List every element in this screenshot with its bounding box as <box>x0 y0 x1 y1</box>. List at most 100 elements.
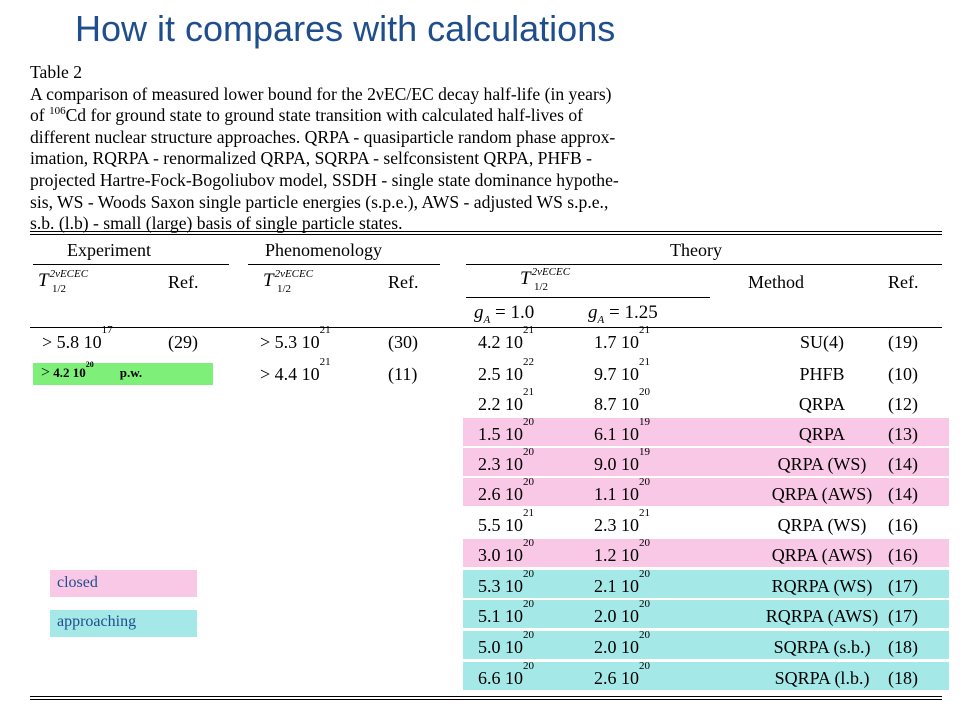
caption-text: of <box>30 105 50 126</box>
header-ga-2: gA = 1.25 <box>588 302 658 326</box>
value-exponent: 21 <box>523 507 534 519</box>
pw-exponent: 20 <box>85 359 94 369</box>
row-highlight-approaching <box>463 600 949 628</box>
row-highlight-closed <box>463 478 949 506</box>
caption-line: imation, RQRPA - renormalized QRPA, SQRP… <box>30 148 592 169</box>
phenomenology-ref: (11) <box>388 364 418 384</box>
t-subscript: 1/2 <box>277 283 292 295</box>
table-bottom-rule <box>30 696 942 697</box>
value-mantissa: (18) <box>888 668 918 688</box>
value-exponent: 19 <box>639 446 650 458</box>
theory-value-ga2: 2.0 1020 <box>594 629 650 658</box>
table-top-rule <box>30 231 942 232</box>
value-mantissa: QRPA (AWS) <box>771 545 873 565</box>
theory-ref: (18) <box>888 668 918 689</box>
theory-value-ga1: 5.0 1020 <box>478 629 534 658</box>
ga-symbol: g <box>474 302 484 323</box>
value-exponent: 20 <box>639 660 650 672</box>
header-half-life-theory: T2νECEC 1/2 <box>520 266 570 293</box>
theory-ref: (14) <box>888 484 918 505</box>
caption-line: s.b. (l.b) - small (large) basis of sing… <box>30 213 403 234</box>
value-exponent: 20 <box>523 598 534 610</box>
theory-value-ga2: 9.0 1019 <box>594 446 650 475</box>
value-exponent: 21 <box>319 324 331 336</box>
theory-ref: (13) <box>888 424 918 445</box>
legend-label-approaching: approaching <box>57 613 137 630</box>
row-highlight-approaching <box>463 631 949 659</box>
value-mantissa: (10) <box>888 364 918 384</box>
value-exponent: 20 <box>523 537 534 549</box>
value-mantissa: (16) <box>888 545 918 565</box>
caption-line: projected Hartre-Fock-Bogoliubov model, … <box>30 169 619 190</box>
header-ga-1: gA = 1.0 <box>474 302 534 326</box>
value-mantissa: (14) <box>888 484 918 504</box>
value-mantissa: (16) <box>888 515 918 535</box>
slide-title: How it compares with calculations <box>75 8 616 49</box>
theory-method: QRPA <box>799 424 845 445</box>
experiment-value: > 5.8 1017 <box>42 324 113 353</box>
value-exponent: 19 <box>639 416 650 428</box>
ga-subscript: A <box>597 313 605 326</box>
ga-value: = 1.25 <box>604 302 658 323</box>
value-exponent: 22 <box>523 356 534 368</box>
value-mantissa: (19) <box>888 332 918 352</box>
table-caption: Table 2 A comparison of measured lower b… <box>30 62 860 235</box>
theory-value-ga1: 1.5 1020 <box>478 416 534 445</box>
value-mantissa: (14) <box>888 454 918 474</box>
value-mantissa: RQRPA (WS) <box>771 576 873 596</box>
value-mantissa: SQRPA (s.b.) <box>773 637 871 657</box>
theory-ref: (14) <box>888 454 918 475</box>
theory-ref: (18) <box>888 637 918 658</box>
theory-ref: (17) <box>888 606 918 627</box>
theory-value-ga1: 5.1 1020 <box>478 598 534 627</box>
value-exponent: 20 <box>639 598 650 610</box>
legend-swatch-closed <box>50 570 197 597</box>
greater-than: > <box>41 364 51 381</box>
theory-value-ga1: 2.3 1020 <box>478 446 534 475</box>
theory-method: SQRPA (s.b.) <box>774 637 871 658</box>
value-mantissa: 1.5 10 <box>478 424 523 444</box>
header-half-life-phenomenology: T2νECEC 1/2 <box>263 268 313 295</box>
ga-subscript: A <box>483 313 491 326</box>
t-superscript: 2νECEC <box>49 268 89 280</box>
value-mantissa: 1.7 10 <box>594 332 639 352</box>
t-symbol: T <box>263 270 274 291</box>
value-mantissa: 5.3 10 <box>478 576 523 596</box>
theory-ref: (17) <box>888 576 918 597</box>
theory-ref: (19) <box>888 332 918 353</box>
theory-ref: (12) <box>888 394 918 415</box>
value-mantissa: 9.7 10 <box>594 364 639 384</box>
value-mantissa: 9.0 10 <box>594 454 639 474</box>
header-theory: Theory <box>670 240 722 260</box>
t-symbol: T <box>520 268 531 289</box>
row-highlight-approaching <box>463 662 949 690</box>
value-exponent: 20 <box>523 446 534 458</box>
value-mantissa: 5.0 10 <box>478 637 523 657</box>
value-mantissa: 2.6 10 <box>594 668 639 688</box>
theory-method: QRPA <box>799 394 845 415</box>
theory-value-ga1: 2.5 1022 <box>478 356 534 385</box>
theory-value-ga1: 4.2 1021 <box>478 324 534 353</box>
pw-mantissa: 4.2 10 <box>53 365 86 380</box>
value-exponent: 20 <box>523 476 534 488</box>
value-mantissa: (12) <box>888 394 918 414</box>
header-half-life-experiment: T2νECEC 1/2 <box>38 268 89 295</box>
header-phenomenology: Phenomenology <box>265 240 382 260</box>
theory-method: QRPA (WS) <box>778 515 867 536</box>
value-mantissa: 3.0 10 <box>478 545 523 565</box>
experiment-ref: (29) <box>168 332 198 352</box>
value-mantissa: 5.1 10 <box>478 606 523 626</box>
value-mantissa: > 5.3 10 <box>260 332 320 352</box>
theory-ref: (10) <box>888 364 918 385</box>
table-bottom-rule <box>30 699 942 700</box>
caption-line: different nuclear structure approaches. … <box>30 126 616 147</box>
value-mantissa: 2.0 10 <box>594 637 639 657</box>
header-ref-theory: Ref. <box>888 272 919 292</box>
theory-value-ga1: 5.5 1021 <box>478 507 534 536</box>
value-exponent: 21 <box>523 386 534 398</box>
value-mantissa: 2.3 10 <box>478 454 523 474</box>
value-mantissa: QRPA (WS) <box>777 515 867 535</box>
t-subscript: 1/2 <box>52 283 67 295</box>
value-exponent: 20 <box>523 416 534 428</box>
value-mantissa: 4.2 10 <box>478 332 523 352</box>
